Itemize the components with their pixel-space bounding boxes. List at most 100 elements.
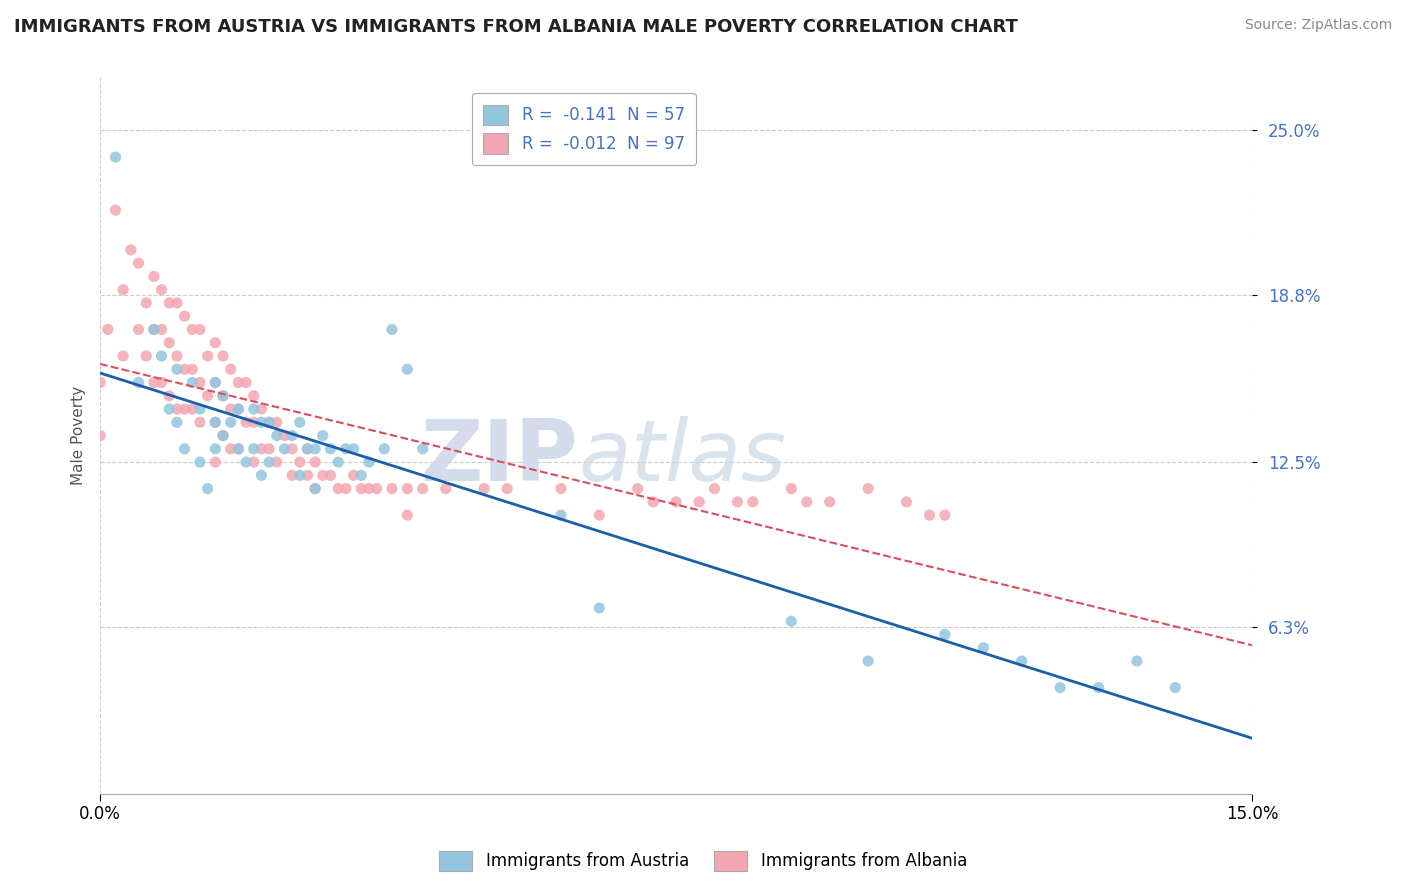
Point <box>780 482 803 496</box>
Point <box>550 508 572 523</box>
Point <box>342 442 364 456</box>
Point <box>128 376 150 390</box>
Point <box>135 296 157 310</box>
Point <box>228 376 250 390</box>
Point <box>219 415 242 429</box>
Point <box>550 482 572 496</box>
Point <box>412 442 434 456</box>
Point <box>173 362 195 376</box>
Point <box>166 415 188 429</box>
Point <box>319 468 342 483</box>
Point <box>641 495 664 509</box>
Point <box>266 415 288 429</box>
Point <box>181 376 204 390</box>
Point <box>627 482 650 496</box>
Point <box>396 482 419 496</box>
Point <box>304 455 326 469</box>
Text: atlas: atlas <box>578 416 786 499</box>
Point <box>918 508 941 523</box>
Point <box>496 482 519 496</box>
Point <box>312 428 335 442</box>
Y-axis label: Male Poverty: Male Poverty <box>72 386 86 485</box>
Point <box>350 468 373 483</box>
Point <box>104 150 127 164</box>
Point <box>297 442 319 456</box>
Point <box>204 335 226 350</box>
Point <box>273 442 295 456</box>
Point <box>297 442 319 456</box>
Point <box>235 415 257 429</box>
Point <box>257 415 280 429</box>
Point <box>1049 681 1071 695</box>
Point <box>396 362 419 376</box>
Point <box>204 415 226 429</box>
Point <box>204 376 226 390</box>
Point <box>120 243 142 257</box>
Point <box>250 415 273 429</box>
Point <box>297 468 319 483</box>
Point <box>796 495 818 509</box>
Point <box>204 376 226 390</box>
Point <box>703 482 725 496</box>
Point <box>856 482 879 496</box>
Point <box>188 322 211 336</box>
Point <box>173 442 195 456</box>
Point <box>266 455 288 469</box>
Point <box>235 455 257 469</box>
Point <box>257 415 280 429</box>
Point <box>204 442 226 456</box>
Point <box>212 349 235 363</box>
Point <box>219 402 242 417</box>
Point <box>166 402 188 417</box>
Point <box>665 495 688 509</box>
Point <box>228 442 250 456</box>
Text: ZIP: ZIP <box>420 416 578 499</box>
Point <box>304 482 326 496</box>
Point <box>288 415 311 429</box>
Point <box>366 482 388 496</box>
Point <box>412 482 434 496</box>
Point <box>235 376 257 390</box>
Point <box>89 376 111 390</box>
Point <box>142 322 165 336</box>
Point <box>197 482 219 496</box>
Point <box>188 455 211 469</box>
Point <box>150 376 173 390</box>
Point <box>242 415 264 429</box>
Point <box>228 402 250 417</box>
Point <box>896 495 918 509</box>
Point <box>166 296 188 310</box>
Point <box>1164 681 1187 695</box>
Point <box>188 415 211 429</box>
Point <box>335 442 357 456</box>
Point <box>381 482 404 496</box>
Point <box>250 402 273 417</box>
Point <box>112 283 135 297</box>
Point <box>373 442 395 456</box>
Point <box>1087 681 1109 695</box>
Point <box>818 495 841 509</box>
Point <box>742 495 765 509</box>
Point <box>157 402 180 417</box>
Point <box>357 482 380 496</box>
Point <box>188 376 211 390</box>
Point <box>242 402 264 417</box>
Point <box>204 415 226 429</box>
Point <box>257 455 280 469</box>
Point <box>288 468 311 483</box>
Point <box>181 402 204 417</box>
Point <box>128 322 150 336</box>
Point <box>197 389 219 403</box>
Point <box>242 442 264 456</box>
Point <box>242 389 264 403</box>
Point <box>257 442 280 456</box>
Point <box>328 455 350 469</box>
Point <box>934 627 956 641</box>
Point <box>197 349 219 363</box>
Point <box>328 482 350 496</box>
Point <box>157 296 180 310</box>
Point <box>150 322 173 336</box>
Point <box>281 468 304 483</box>
Point <box>228 402 250 417</box>
Point <box>934 508 956 523</box>
